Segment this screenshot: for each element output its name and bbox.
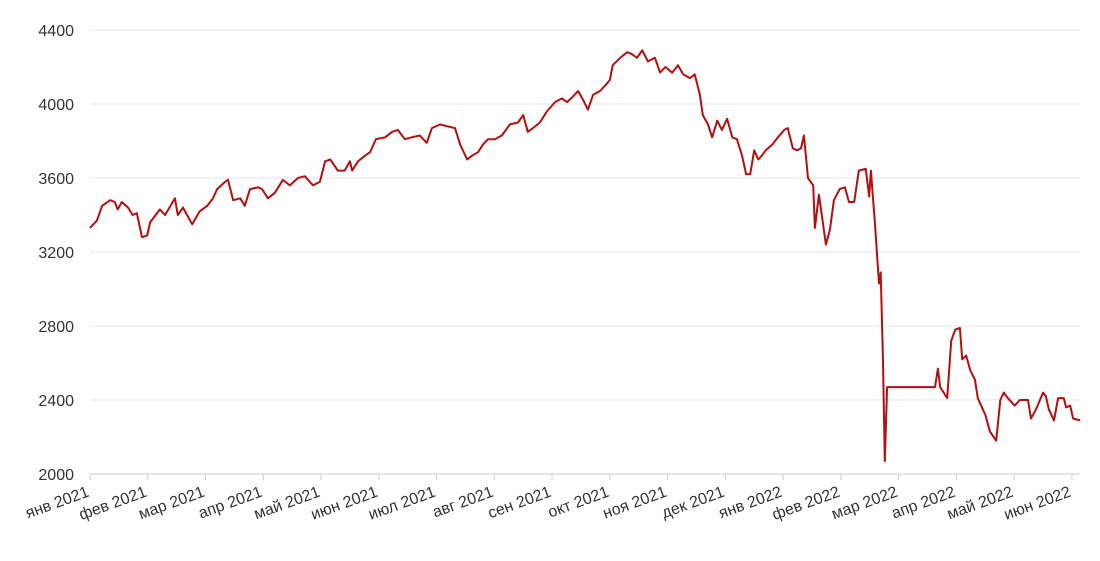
y-tick-label: 3200 [38,245,74,262]
x-tick-label: фев 2022 [770,484,842,524]
x-tick-label: июн 2022 [1002,484,1074,524]
x-tick-label: июл 2021 [366,484,438,524]
x-tick-label: авг 2021 [430,484,495,522]
y-tick-label: 2800 [38,319,74,336]
x-tick-label: окт 2021 [546,484,612,522]
y-tick-label: 4000 [38,97,74,114]
line [89,49,1081,463]
x-tick-label: ноя 2021 [601,484,669,523]
y-tick-label: 4400 [38,23,74,40]
x-tick-label: мар 2021 [136,484,207,524]
x-tick-label: мар 2022 [829,484,900,524]
x-tick-label: фев 2021 [77,484,149,524]
y-tick-label: 3600 [38,171,74,188]
x-tick-label: дек 2021 [660,484,727,522]
y-tick-label: 2400 [38,393,74,410]
x-tick-label: сен 2021 [486,484,554,523]
y-tick-label: 2000 [38,467,74,484]
